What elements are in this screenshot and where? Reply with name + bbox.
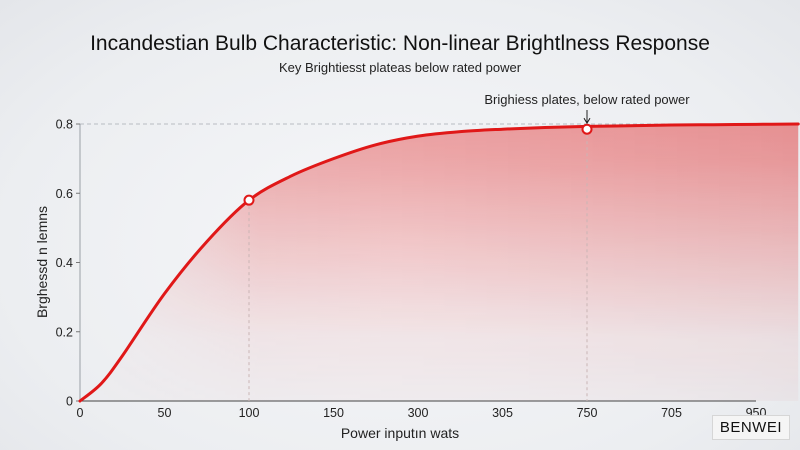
x-tick-label: 705	[661, 406, 682, 420]
x-tick-label: 305	[492, 406, 513, 420]
x-tick-label: 0	[77, 406, 84, 420]
y-tick-label: 0.4	[56, 256, 73, 270]
x-axis-label: Power inputın wats	[341, 425, 459, 441]
y-axis-label: Brghessd n lemns	[34, 206, 50, 318]
x-tick-label: 100	[239, 406, 260, 420]
x-tick-label: 300	[408, 406, 429, 420]
plot-area: 00.20.40.60.80 50 100 150 300 305 750 705 950	[56, 110, 800, 420]
x-tick-label: 50	[158, 406, 172, 420]
brightness-curve	[78, 122, 800, 403]
x-tick-label: 750	[577, 406, 598, 420]
plateau-annotation: Brighiess plates, below rated power	[484, 92, 690, 107]
chart-subtitle: Key Brightiesst plateas below rated powe…	[279, 60, 522, 75]
y-tick-label: 0.6	[56, 187, 73, 201]
data-point-marker	[581, 123, 593, 135]
y-tick-label: 0.2	[56, 325, 73, 339]
annotation-arrow-head	[583, 117, 591, 125]
y-tick-label: 0.8	[56, 118, 73, 132]
y-tick-label: 0	[66, 395, 73, 409]
x-tick-label: 150	[323, 406, 344, 420]
data-point-marker	[243, 194, 255, 206]
chart-title: Incandestian Bulb Characteristic: Non-li…	[90, 32, 710, 55]
watermark-badge: BENWEI	[711, 415, 790, 440]
